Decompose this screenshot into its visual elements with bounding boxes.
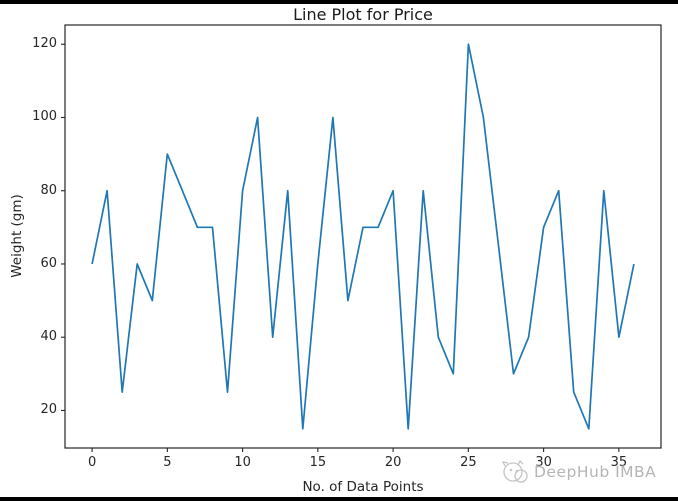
y-tick-label: 60 xyxy=(40,255,57,271)
y-tick-label: 20 xyxy=(40,402,57,418)
x-tick-label: 10 xyxy=(234,455,251,470)
x-tick-label: 35 xyxy=(610,455,628,470)
x-tick-label: 15 xyxy=(309,455,327,470)
x-tick-label: 5 xyxy=(163,455,172,470)
x-tick-label: 30 xyxy=(535,455,552,470)
bottom-black-bar xyxy=(0,497,678,501)
top-black-bar xyxy=(0,0,678,4)
price-line-series xyxy=(91,43,635,430)
x-tick-label: 25 xyxy=(460,455,477,470)
axes-frame xyxy=(64,24,662,449)
y-axis-label: Weight (gm) xyxy=(9,194,25,278)
y-tick-label: 40 xyxy=(40,329,57,345)
y-tick-label: 120 xyxy=(32,36,57,52)
y-tick-label: 100 xyxy=(32,109,57,125)
x-tick-label: 0 xyxy=(87,455,97,470)
y-tick-label: 80 xyxy=(40,182,57,198)
x-tick-label: 20 xyxy=(384,455,402,470)
chart-title: Line Plot for Price xyxy=(293,5,433,24)
x-axis-label: No. of Data Points xyxy=(302,479,424,495)
